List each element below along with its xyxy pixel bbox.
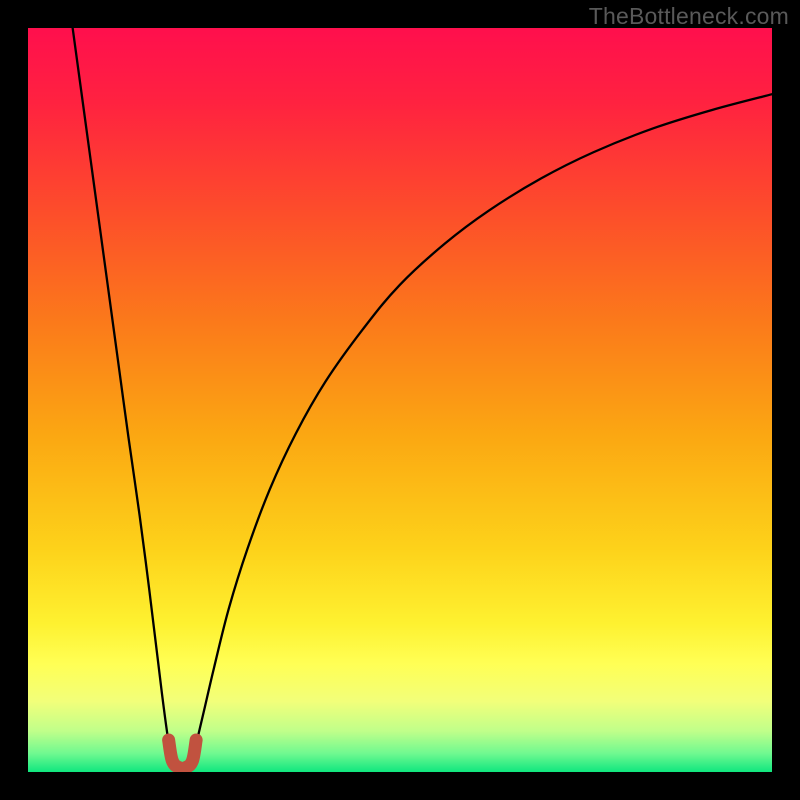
chart-svg	[28, 28, 772, 772]
chart-background	[28, 28, 772, 772]
watermark-text: TheBottleneck.com	[589, 3, 789, 30]
plot-area	[28, 28, 772, 772]
